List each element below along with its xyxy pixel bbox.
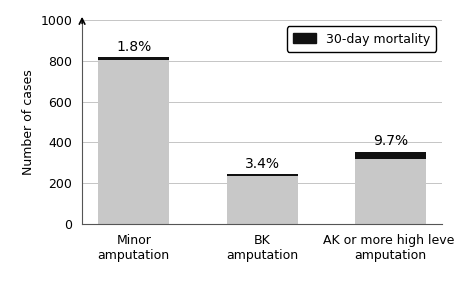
Bar bbox=[354, 158, 425, 224]
Text: 3.4%: 3.4% bbox=[244, 157, 279, 171]
Bar bbox=[98, 57, 169, 60]
Bar bbox=[354, 152, 425, 158]
Bar bbox=[227, 176, 297, 224]
Text: 9.7%: 9.7% bbox=[372, 135, 407, 148]
Legend: 30-day mortality: 30-day mortality bbox=[286, 26, 435, 52]
Y-axis label: Number of cases: Number of cases bbox=[22, 69, 35, 175]
Text: 1.8%: 1.8% bbox=[116, 40, 151, 54]
Bar bbox=[227, 174, 297, 176]
Bar bbox=[98, 60, 169, 224]
